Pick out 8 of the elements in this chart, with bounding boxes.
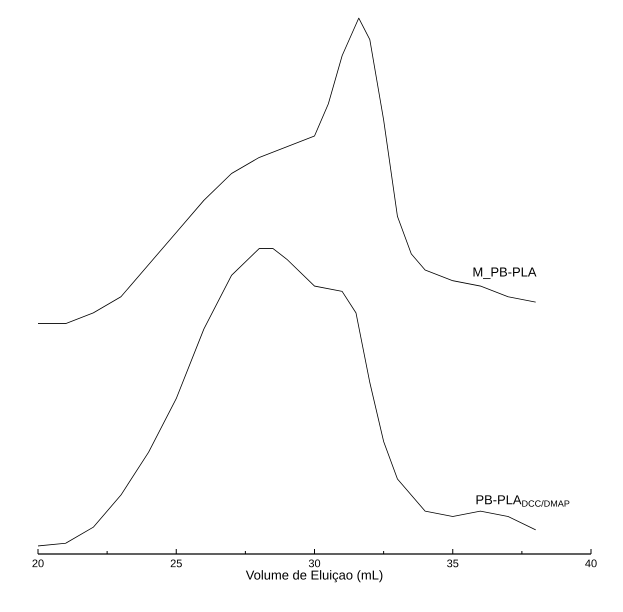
x-tick-label: 20: [32, 560, 44, 568]
x-tick-label: 40: [585, 560, 597, 568]
series-label: PB-PLA$_{DCC/DMAP}$: [476, 495, 570, 507]
x-tick-label: 25: [170, 560, 182, 568]
x-axis-title: Volume de Eluiçao (mL): [246, 570, 382, 582]
series-label: M_PB-PLA: [474, 268, 536, 280]
x-tick-label: 35: [447, 560, 458, 568]
x-tick-label: 30: [308, 560, 320, 568]
